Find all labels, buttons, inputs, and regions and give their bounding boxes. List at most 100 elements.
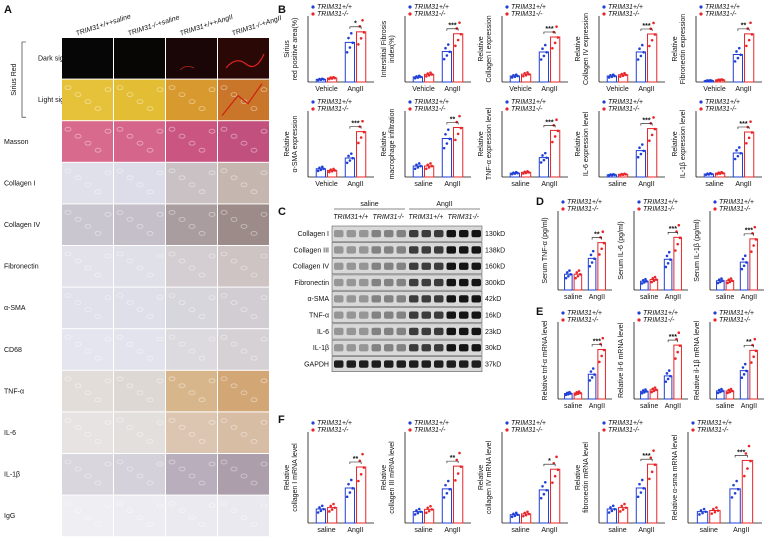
data-point xyxy=(642,487,645,490)
significance-label: *** xyxy=(642,23,650,30)
significance-label: ** xyxy=(741,23,747,30)
histology-image xyxy=(166,495,217,537)
data-point xyxy=(551,140,554,144)
x-tick-label: AngII xyxy=(741,403,757,410)
blot-band xyxy=(346,344,356,352)
legend-marker xyxy=(699,12,703,16)
blot-band xyxy=(459,278,469,287)
blot-band xyxy=(471,311,481,319)
significance-label: *** xyxy=(448,23,456,30)
legend-marker xyxy=(691,421,695,425)
tissue-texture xyxy=(84,182,92,188)
data-point xyxy=(666,377,670,381)
legend-label: TRIM31+/+ xyxy=(511,99,546,106)
size-label: 160kD xyxy=(485,264,505,271)
data-point xyxy=(569,273,572,276)
tissue-texture xyxy=(240,140,248,146)
tissue-texture xyxy=(84,140,92,146)
histology-image xyxy=(62,454,113,495)
bar xyxy=(344,157,356,178)
blot-band xyxy=(334,360,344,368)
significance-bracket xyxy=(640,123,653,126)
tissue-texture xyxy=(220,417,228,423)
significance-bracket xyxy=(543,31,556,34)
y-axis-label: collagen III mRNA level xyxy=(389,441,396,514)
tissue-texture xyxy=(198,147,206,153)
data-point xyxy=(322,78,325,81)
data-point xyxy=(426,506,430,510)
tissue-texture xyxy=(260,336,268,342)
data-point xyxy=(589,253,593,257)
data-point xyxy=(459,126,463,130)
data-point xyxy=(676,350,679,354)
tissue-texture xyxy=(94,480,102,486)
data-point xyxy=(611,504,615,508)
tissue-texture xyxy=(240,515,248,520)
data-point xyxy=(348,46,352,49)
data-point xyxy=(539,496,543,500)
legend-label: TRIM31-/- xyxy=(697,427,729,434)
bar xyxy=(453,33,464,83)
bar xyxy=(606,508,617,524)
data-point xyxy=(643,391,646,394)
tissue-texture xyxy=(126,133,134,139)
y-axis-label: Collagen IV expression xyxy=(583,13,590,85)
tissue-texture xyxy=(104,128,112,134)
tissue-texture xyxy=(198,397,206,403)
y-axis-label: TNF-α expression level xyxy=(486,107,493,180)
significance-label: ** xyxy=(450,455,456,462)
data-point xyxy=(601,230,605,233)
data-point xyxy=(328,510,331,513)
data-point xyxy=(726,281,729,285)
significance-bracket xyxy=(743,233,754,236)
tissue-texture xyxy=(64,251,72,257)
blot-band xyxy=(359,246,369,254)
data-point xyxy=(728,390,732,394)
histology-image xyxy=(166,454,217,495)
tissue-texture xyxy=(198,189,206,195)
tissue-texture xyxy=(250,230,258,236)
tissue-texture xyxy=(188,431,196,437)
blot-band xyxy=(371,278,381,287)
tissue-texture xyxy=(94,438,102,444)
x-tick-label: AngII xyxy=(665,294,681,301)
tissue-texture xyxy=(84,265,92,271)
legend-label: TRIM31+/+ xyxy=(608,99,643,106)
blot-band xyxy=(359,344,369,352)
tissue-texture xyxy=(74,508,82,514)
bar xyxy=(453,465,464,524)
data-point xyxy=(727,388,731,392)
data-point xyxy=(651,387,655,391)
legend-label: TRIM31-/- xyxy=(608,427,640,434)
blot-band xyxy=(371,360,381,368)
legend-marker xyxy=(408,428,412,432)
bar xyxy=(587,373,597,400)
data-point xyxy=(576,274,580,278)
data-point xyxy=(564,276,568,280)
bar xyxy=(453,127,464,178)
tissue-texture xyxy=(230,508,238,514)
significance-label: ** xyxy=(353,456,359,463)
tissue-texture xyxy=(116,85,124,90)
data-point xyxy=(729,387,733,391)
tissue-texture xyxy=(116,126,124,132)
legend-label: TRIM31-/- xyxy=(719,317,751,324)
x-tick-label: AngII xyxy=(444,86,460,93)
blot-band xyxy=(421,295,431,303)
bar xyxy=(538,157,550,178)
data-point xyxy=(753,337,757,341)
data-point xyxy=(513,75,517,79)
bar xyxy=(744,33,755,83)
data-point xyxy=(733,492,737,495)
tissue-texture xyxy=(260,253,268,259)
legend-label: TRIM31+/+ xyxy=(608,4,643,11)
significance-bracket xyxy=(591,344,602,347)
tissue-texture xyxy=(240,348,248,354)
tissue-texture xyxy=(178,258,186,264)
data-point xyxy=(359,472,363,476)
data-point xyxy=(721,171,725,175)
bar xyxy=(749,238,758,291)
panel-label: B xyxy=(278,4,286,16)
data-point xyxy=(613,74,616,78)
tissue-texture xyxy=(146,355,154,361)
